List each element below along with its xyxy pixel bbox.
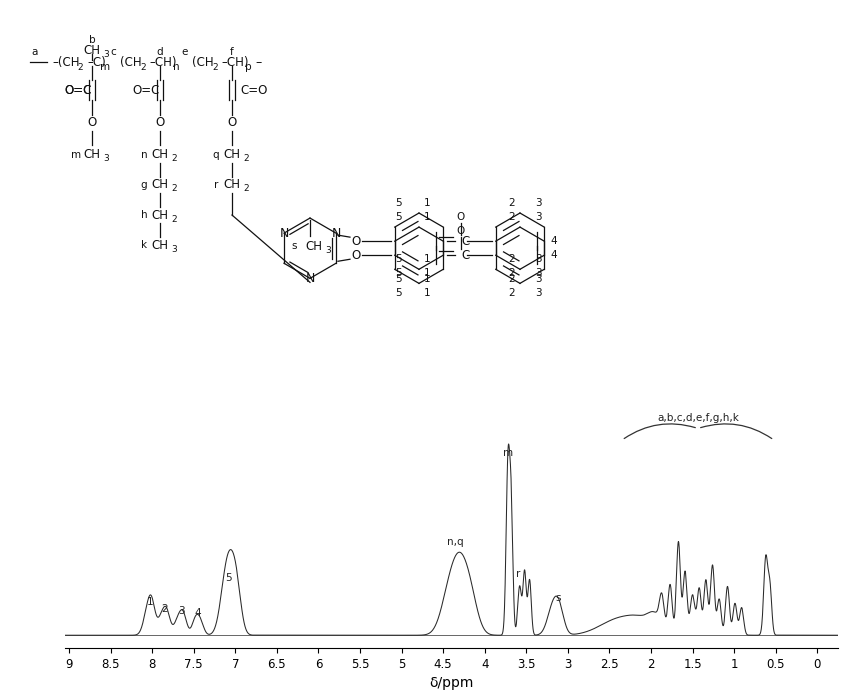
Text: a,b,c,d,e,f,g,h,k: a,b,c,d,e,f,g,h,k <box>657 413 739 423</box>
Text: 3: 3 <box>535 212 541 222</box>
Text: 1: 1 <box>423 198 430 208</box>
Text: m: m <box>100 62 110 72</box>
Text: N: N <box>279 227 289 240</box>
Text: CH: CH <box>151 209 168 222</box>
Text: h: h <box>141 210 148 220</box>
Text: CH: CH <box>224 178 240 191</box>
Text: 4: 4 <box>194 608 201 618</box>
Text: 2: 2 <box>509 254 515 264</box>
Text: 3: 3 <box>535 274 541 284</box>
Text: C=O: C=O <box>240 84 267 97</box>
Text: 2: 2 <box>243 184 249 193</box>
Text: O: O <box>227 116 237 129</box>
Text: 2: 2 <box>213 63 218 72</box>
Text: O: O <box>457 226 465 236</box>
Text: 4: 4 <box>550 236 557 246</box>
Text: N: N <box>305 272 314 285</box>
Text: 5: 5 <box>396 274 403 284</box>
Text: 2: 2 <box>509 274 515 284</box>
Text: O=C: O=C <box>64 84 92 97</box>
Text: 3: 3 <box>535 288 541 299</box>
Text: 1: 1 <box>423 268 430 279</box>
Text: (CH: (CH <box>192 56 213 69</box>
Text: CH: CH <box>151 148 168 161</box>
Text: N: N <box>331 227 340 240</box>
Text: –CH): –CH) <box>149 56 176 69</box>
Text: O=C: O=C <box>65 84 92 97</box>
Text: 2: 2 <box>171 215 177 224</box>
Text: C: C <box>461 249 469 262</box>
Text: b: b <box>89 35 95 45</box>
Text: p: p <box>245 62 251 72</box>
Text: O: O <box>352 235 360 247</box>
Text: 3: 3 <box>535 268 541 279</box>
X-axis label: δ/ppm: δ/ppm <box>429 676 473 690</box>
Text: O=C: O=C <box>133 84 160 97</box>
Text: 2: 2 <box>171 155 177 164</box>
Text: 1: 1 <box>147 597 154 606</box>
Text: 2: 2 <box>162 604 168 614</box>
Text: –C): –C) <box>87 56 105 69</box>
Text: 3: 3 <box>325 246 331 255</box>
Text: –(CH: –(CH <box>52 56 79 69</box>
Text: 1: 1 <box>423 254 430 264</box>
Text: –CH): –CH) <box>221 56 249 69</box>
Text: 1: 1 <box>423 288 430 299</box>
Text: 3: 3 <box>178 606 185 616</box>
Text: –: – <box>255 56 261 69</box>
Text: d: d <box>156 47 163 58</box>
Text: 2: 2 <box>140 63 146 72</box>
Text: O: O <box>352 249 360 262</box>
Text: 3: 3 <box>103 50 109 59</box>
Text: n: n <box>141 150 148 160</box>
Text: 5: 5 <box>396 254 403 264</box>
Text: CH: CH <box>84 44 100 57</box>
Text: 1: 1 <box>423 212 430 222</box>
Text: 2: 2 <box>509 288 515 299</box>
Text: 2: 2 <box>77 63 83 72</box>
Text: s: s <box>555 593 561 604</box>
Text: 2: 2 <box>509 268 515 279</box>
Text: C: C <box>461 235 469 247</box>
Text: O: O <box>156 116 165 129</box>
Text: n: n <box>173 62 180 72</box>
Text: 3: 3 <box>171 245 177 254</box>
Text: 4: 4 <box>550 250 557 261</box>
Text: CH: CH <box>151 238 168 252</box>
Text: 2: 2 <box>243 155 249 164</box>
Text: q: q <box>213 150 219 160</box>
Text: s: s <box>291 241 296 251</box>
Text: 3: 3 <box>103 155 109 164</box>
Text: r: r <box>516 569 520 579</box>
Text: g: g <box>141 180 148 190</box>
Text: 5: 5 <box>396 198 403 208</box>
Text: 5: 5 <box>396 212 403 222</box>
Text: 2: 2 <box>509 198 515 208</box>
Text: n,q: n,q <box>448 537 464 547</box>
Text: 3: 3 <box>535 254 541 264</box>
Text: f: f <box>230 47 234 58</box>
Text: CH: CH <box>151 178 168 191</box>
Text: r: r <box>213 180 219 190</box>
Text: (CH: (CH <box>120 56 142 69</box>
Text: CH: CH <box>224 148 240 161</box>
Text: 2: 2 <box>509 212 515 222</box>
Text: CH: CH <box>84 148 100 161</box>
Text: 3: 3 <box>535 198 541 208</box>
Text: O: O <box>87 116 97 129</box>
Text: CH: CH <box>306 240 322 253</box>
Text: 5: 5 <box>226 573 232 584</box>
Text: 1: 1 <box>423 274 430 284</box>
Text: 5: 5 <box>396 288 403 299</box>
Text: 2: 2 <box>171 184 177 193</box>
Text: O: O <box>457 212 465 222</box>
Text: k: k <box>141 240 147 250</box>
Text: m: m <box>503 448 513 458</box>
Text: c: c <box>110 47 116 58</box>
Text: e: e <box>181 47 188 58</box>
Text: 5: 5 <box>396 268 403 279</box>
Text: m: m <box>71 150 81 160</box>
Text: a: a <box>32 47 38 58</box>
